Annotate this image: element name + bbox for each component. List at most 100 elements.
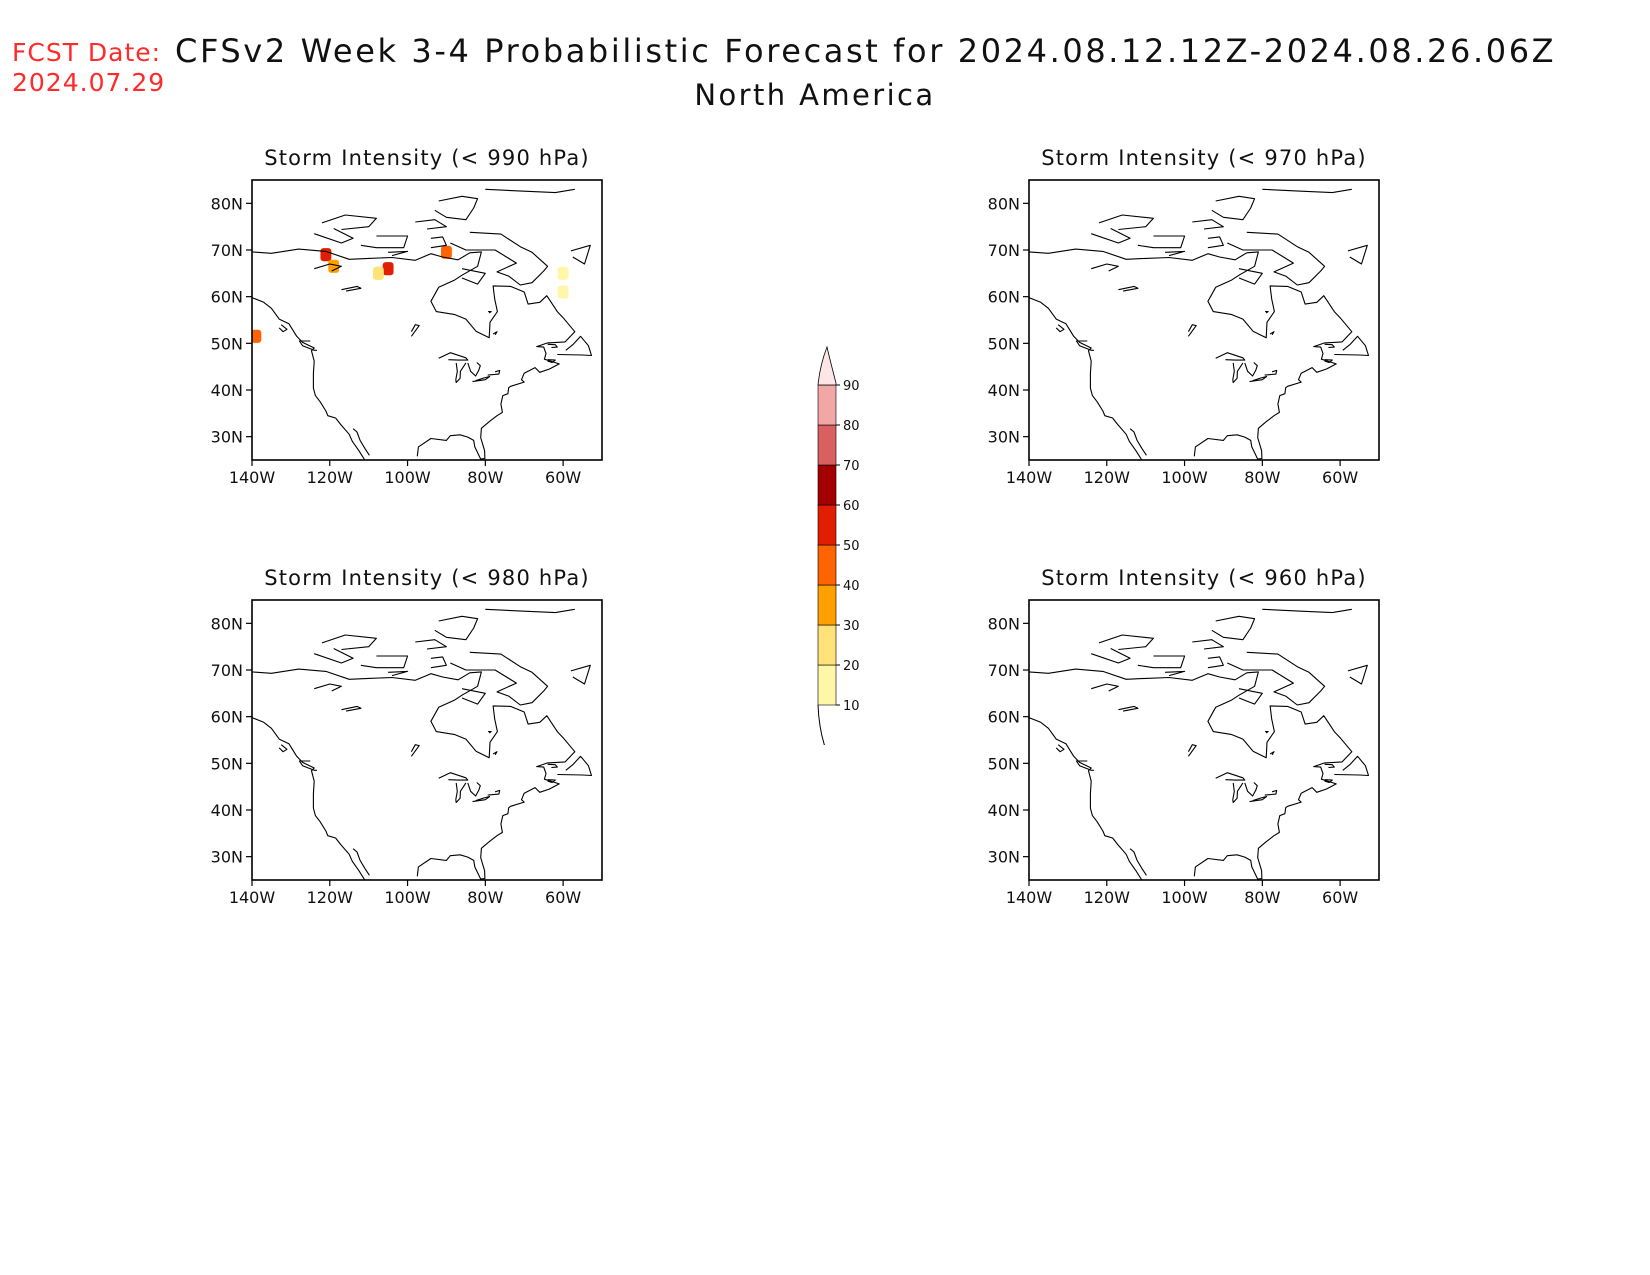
probability-cell xyxy=(328,259,340,273)
lon-tick-label: 100W xyxy=(384,468,431,487)
coastline xyxy=(1334,335,1370,357)
map-area xyxy=(252,608,593,880)
lon-tick-label: 80W xyxy=(467,468,503,487)
coastline xyxy=(461,268,486,285)
coastline xyxy=(557,335,593,357)
coastline xyxy=(492,751,498,756)
coastline xyxy=(252,297,366,460)
coastline xyxy=(1324,343,1335,349)
lon-tick-label: 140W xyxy=(1006,468,1053,487)
coastline xyxy=(1215,352,1246,361)
lon-tick-label: 140W xyxy=(1006,888,1053,907)
coastline xyxy=(1324,359,1333,364)
coastline xyxy=(1129,848,1147,876)
coastline xyxy=(1324,779,1333,784)
coastline xyxy=(547,763,558,769)
panel-title: Storm Intensity (< 990 hPa) xyxy=(264,146,590,170)
coastline xyxy=(430,656,447,669)
coastline xyxy=(557,755,593,777)
probability-colorbar: 10 20 30 40 50 60 70 80 90 xyxy=(795,325,875,751)
coastline xyxy=(298,760,317,771)
coastline xyxy=(1264,369,1278,376)
coastline xyxy=(487,369,501,376)
coastline xyxy=(352,428,370,456)
probability-cell xyxy=(320,248,332,262)
probability-cell xyxy=(252,329,262,343)
coastline xyxy=(467,362,481,377)
lon-tick-label: 100W xyxy=(384,888,431,907)
colorbar-segment xyxy=(817,584,837,626)
panel-title: Storm Intensity (< 960 hPa) xyxy=(1041,566,1367,590)
colorbar-svg: 10 20 30 40 50 60 70 80 90 xyxy=(817,345,860,751)
coastline xyxy=(388,670,409,677)
map-svg-980hpa: Storm Intensity (< 980 hPa) 80N 70N 60N 50N 4… xyxy=(211,566,603,907)
coastline xyxy=(1265,731,1269,734)
probability-cell xyxy=(557,266,569,280)
coastline xyxy=(1264,789,1278,796)
coastline xyxy=(570,664,591,685)
coastline xyxy=(298,340,317,351)
map-frame xyxy=(251,599,603,881)
lat-tick-label: 60N xyxy=(988,708,1020,727)
lon-tick-label: 80W xyxy=(1244,468,1280,487)
coastline xyxy=(1192,639,1224,650)
lat-tick-label: 30N xyxy=(988,848,1020,867)
lat-tick-label: 30N xyxy=(988,428,1020,447)
coastline xyxy=(1232,362,1244,384)
coastline xyxy=(1249,795,1268,803)
main-title: CFSv2 Week 3-4 Probabilistic Forecast fo… xyxy=(175,32,1557,70)
colorbar-level-label: 70 xyxy=(843,459,860,474)
coastline xyxy=(1232,782,1244,804)
colorbar-segment xyxy=(817,504,837,546)
coastline xyxy=(1091,228,1131,244)
coastline xyxy=(1091,263,1119,272)
lon-tick-label: 140W xyxy=(229,888,276,907)
lon-tick-label: 60W xyxy=(1322,888,1358,907)
coastline xyxy=(1029,297,1143,460)
map-area xyxy=(1029,608,1370,880)
coastline xyxy=(1187,744,1197,757)
coastline xyxy=(1098,214,1154,231)
colorbar-level-label: 30 xyxy=(843,619,860,634)
forecast-date-value: 2024.07.29 xyxy=(12,68,166,97)
lon-tick-label: 100W xyxy=(1161,468,1208,487)
lat-tick-label: 40N xyxy=(988,801,1020,820)
coastline xyxy=(1029,717,1143,880)
coastline xyxy=(438,772,469,781)
coastline xyxy=(415,219,447,230)
coastline xyxy=(1244,362,1258,377)
map-frame xyxy=(1028,179,1380,461)
lat-tick-label: 40N xyxy=(988,381,1020,400)
coastline xyxy=(450,231,549,286)
coastline xyxy=(455,782,467,804)
coastline xyxy=(1207,236,1224,249)
forecast-date-label: FCST Date: xyxy=(12,38,162,67)
coastline xyxy=(252,717,366,880)
region-title: North America xyxy=(694,78,936,112)
coastline xyxy=(1187,324,1197,337)
coastline xyxy=(1334,755,1370,777)
lat-tick-label: 70N xyxy=(988,661,1020,680)
colorbar-segment xyxy=(817,464,837,506)
probability-cell xyxy=(382,262,394,276)
coastline xyxy=(1238,268,1263,285)
coastline xyxy=(1215,772,1246,781)
lon-tick-label: 120W xyxy=(307,468,354,487)
coastline xyxy=(360,655,409,669)
lat-tick-label: 80N xyxy=(211,194,243,213)
lat-tick-label: 60N xyxy=(211,288,243,307)
coastline xyxy=(1091,683,1119,692)
colorbar-level-label: 20 xyxy=(843,659,860,674)
coastline xyxy=(1347,664,1368,685)
lat-tick-label: 40N xyxy=(211,801,243,820)
coastline xyxy=(1262,188,1352,194)
lat-tick-label: 50N xyxy=(211,754,243,773)
coastline xyxy=(461,688,486,705)
colorbar-segment xyxy=(817,544,837,586)
coastline xyxy=(278,744,288,753)
coastline xyxy=(1098,634,1154,651)
coastline xyxy=(252,668,576,880)
map-area xyxy=(1029,188,1370,460)
coastline xyxy=(314,648,354,664)
coastline xyxy=(388,250,409,257)
